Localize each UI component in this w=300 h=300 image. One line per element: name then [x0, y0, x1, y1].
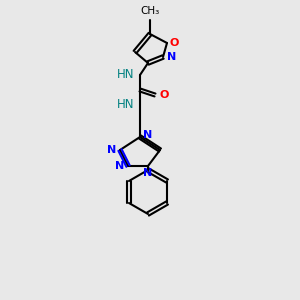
Text: N: N	[143, 168, 153, 178]
Text: CH₃: CH₃	[140, 6, 160, 16]
Text: N: N	[167, 52, 176, 62]
Text: O: O	[170, 38, 179, 48]
Text: HN: HN	[116, 68, 134, 82]
Text: N: N	[115, 161, 124, 171]
Text: HN: HN	[116, 98, 134, 112]
Text: O: O	[160, 90, 169, 100]
Text: N: N	[107, 145, 116, 155]
Text: N: N	[143, 130, 152, 140]
